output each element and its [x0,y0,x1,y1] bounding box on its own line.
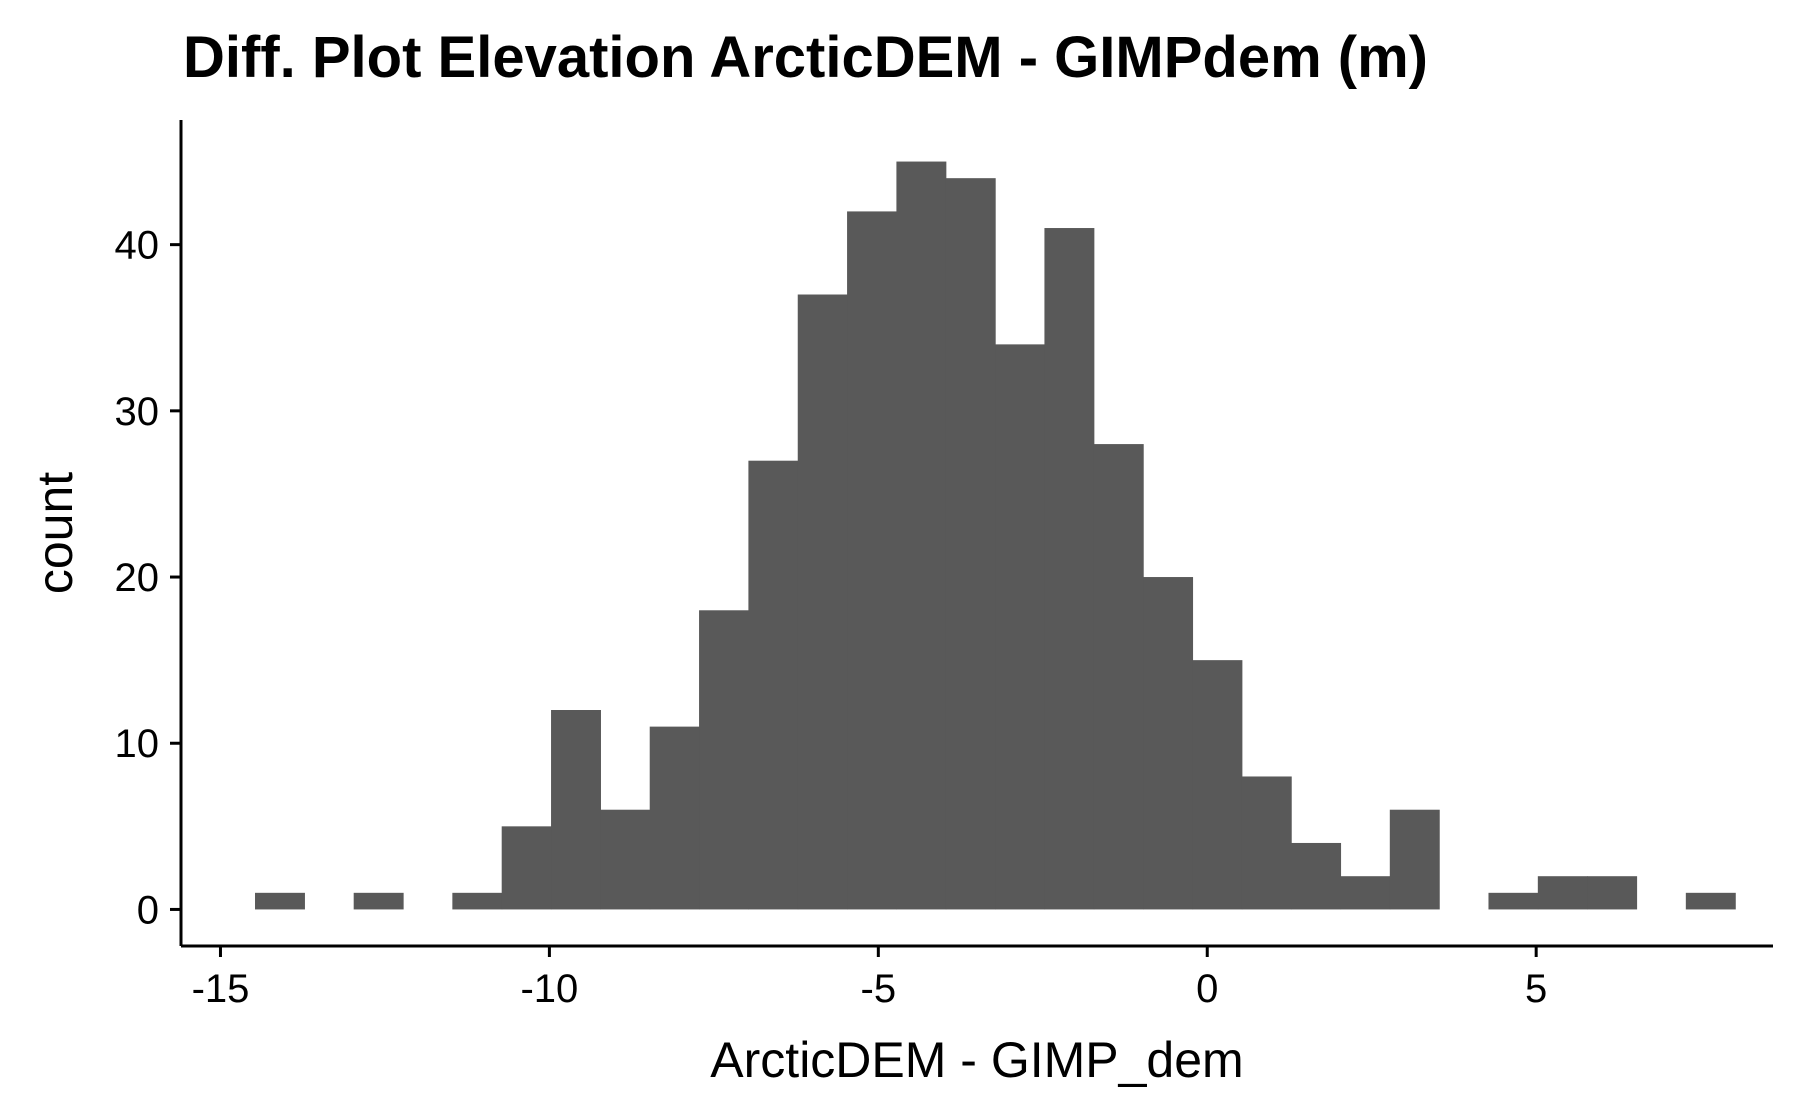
histogram-bar-2 [353,892,404,910]
histogram-bar-26 [1537,876,1588,910]
y-tick-label-0: 0 [137,888,159,932]
histogram-bar-19 [1192,660,1243,910]
y-tick-label-10: 10 [115,722,160,766]
y-tick-label-20: 20 [115,556,160,600]
histogram-bar-7 [600,809,651,910]
histogram-bar-13 [896,161,947,910]
histogram-bar-6 [551,710,601,910]
histogram-bar-15 [995,344,1046,910]
histogram-bar-22 [1340,876,1391,910]
histogram-bar-10 [748,460,799,910]
histogram-bar-25 [1488,892,1539,910]
histogram-bar-23 [1389,809,1440,910]
x-tick-label--10: -10 [520,967,578,1011]
histogram-bar-8 [649,726,700,910]
x-tick-label-5: 5 [1525,967,1547,1011]
y-tick-label-30: 30 [115,390,160,434]
y-axis-ticks: 0 10 20 30 40 [115,224,181,932]
x-axis-label: ArcticDEM - GIMP_dem [710,1032,1243,1088]
chart-title: Diff. Plot Elevation ArcticDEM - GIMPdem… [183,25,1428,90]
x-tick-label--15: -15 [192,967,250,1011]
histogram-bar-29 [1685,892,1736,910]
x-tick-label--5: -5 [861,967,897,1011]
bars-group [255,161,1736,910]
x-axis-ticks: -15 -10 -5 0 5 [192,946,1547,1011]
histogram-bar-12 [847,211,898,910]
histogram-bar-20 [1241,776,1292,910]
histogram-bar-0 [255,892,305,910]
x-tick-label-0: 0 [1196,967,1218,1011]
histogram-bar-21 [1291,842,1342,910]
histogram-bar-5 [501,826,552,910]
histogram-bar-4 [452,892,503,910]
histogram-bar-14 [945,178,996,910]
y-axis-label: count [27,472,83,594]
histogram-bar-17 [1093,444,1144,910]
histogram-bar-9 [699,610,749,910]
histogram-bar-16 [1044,228,1095,910]
histogram-bar-18 [1143,577,1194,910]
y-tick-label-40: 40 [115,224,160,268]
histogram-bar-27 [1587,876,1638,910]
histogram-bar-11 [797,294,848,910]
